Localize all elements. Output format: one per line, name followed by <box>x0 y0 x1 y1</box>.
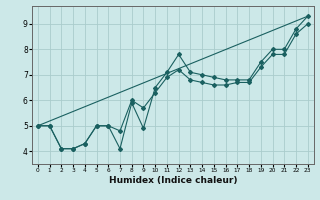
X-axis label: Humidex (Indice chaleur): Humidex (Indice chaleur) <box>108 176 237 185</box>
